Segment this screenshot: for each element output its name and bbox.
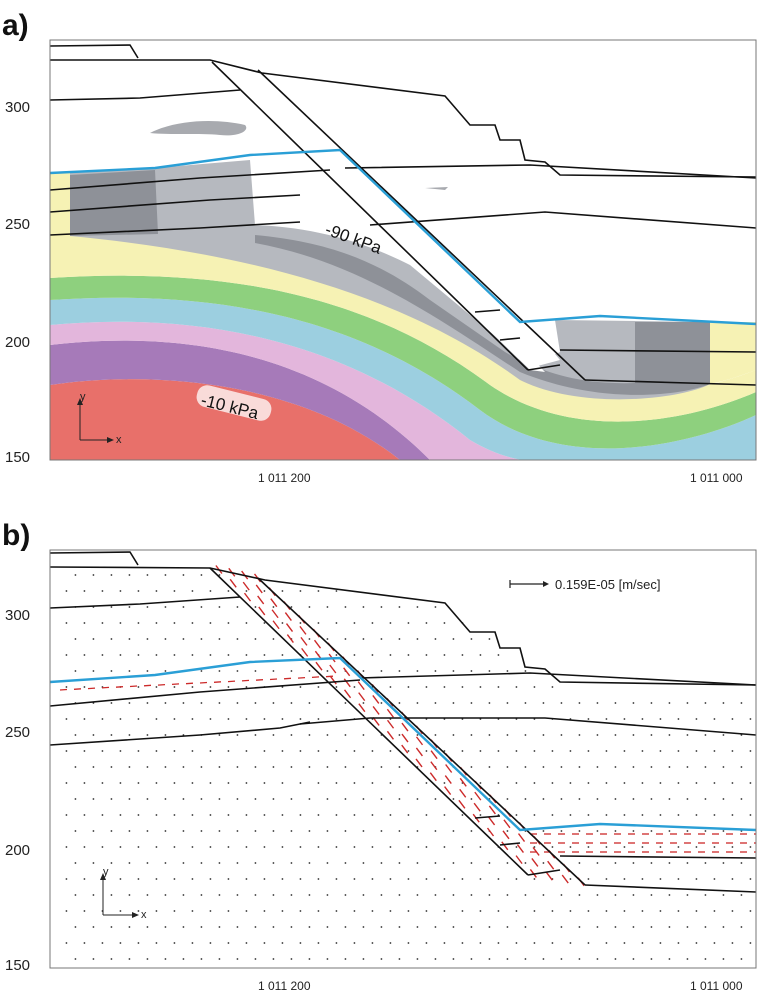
x-tick-1011200-b: 1 011 200 [258,979,311,993]
axis-indicator-b: y x [100,866,147,921]
band-red [50,379,400,460]
panel-b-letter: b) [2,519,30,552]
water-table-b [50,656,756,832]
y-tick-250-b: 250 [5,724,30,741]
axis-indicator-a: y x [77,391,122,446]
band-green [50,275,756,449]
panel-a: a) [2,9,757,485]
water-table-a [50,148,756,326]
x-tick-1011000-b: 1 011 000 [690,979,743,993]
y-tick-150-b: 150 [5,957,30,974]
y-tick-300: 300 [5,99,30,116]
axis-y-label-b: y [103,866,109,878]
panel-a-frame [49,39,757,461]
x-tick-1011200: 1 011 200 [258,471,311,485]
panel-a-bands [50,44,756,460]
band-purple [50,340,430,460]
panel-b-content [50,551,756,960]
axis-x-label-a: x [116,434,122,446]
layer-lines-b [50,551,756,893]
band-grey-dark [70,170,710,395]
y-tick-200-b: 200 [5,842,30,859]
fault-zone [212,62,545,372]
flow-vectors [59,565,756,887]
legend-vector-scale: 0.159E-05 [m/sec] [509,577,661,592]
panel-a-letter: a) [2,9,29,42]
band-yellow-right [710,322,756,384]
band-pink [50,321,540,460]
legend-text: 0.159E-05 [m/sec] [555,577,661,592]
grey-blob [150,121,247,136]
y-tick-300-b: 300 [5,607,30,624]
axis-y-label-a: y [80,391,86,403]
band-blue [50,297,756,460]
axis-x-label-b: x [141,909,147,921]
band-yellow [50,172,756,422]
y-tick-250: 250 [5,216,30,233]
velocity-grid-dots [65,574,752,960]
panel-b-frame [49,549,757,969]
panel-b: b) [2,519,757,993]
x-tick-1011000: 1 011 000 [690,471,743,485]
y-tick-200: 200 [5,334,30,351]
layer-lines-a [50,44,756,386]
grey-blob-small [425,187,448,190]
y-tick-150: 150 [5,449,30,466]
